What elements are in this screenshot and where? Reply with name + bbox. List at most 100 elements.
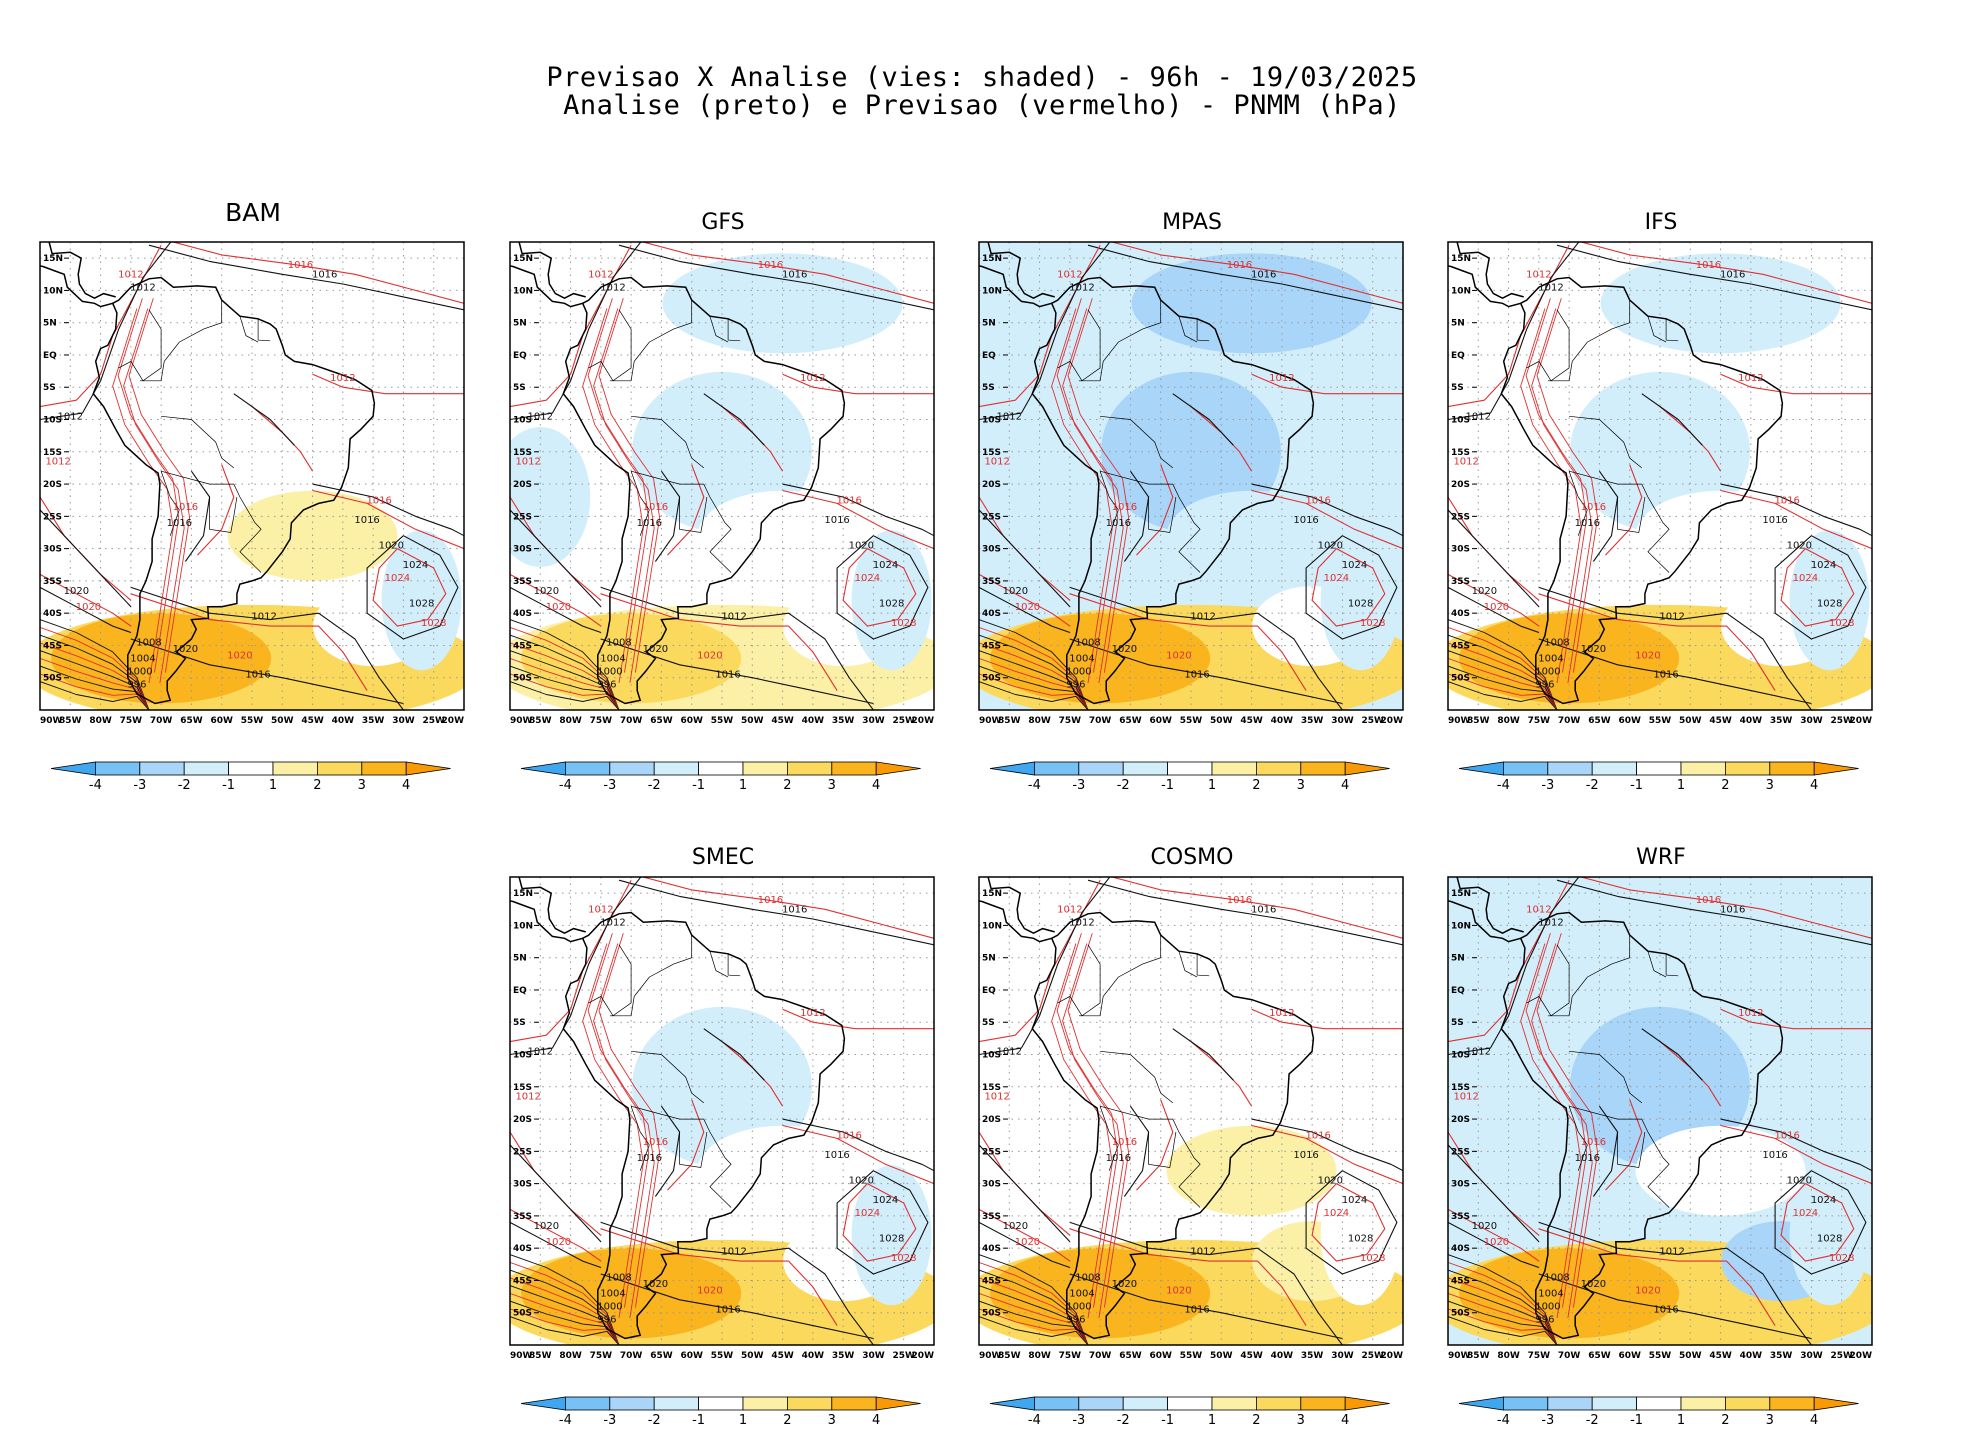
lon-label: 25W (892, 716, 915, 726)
colorbar-label: -1 (692, 1413, 705, 1428)
colorbar-label: -1 (692, 778, 705, 793)
lon-label: 55W (1180, 716, 1203, 726)
colorbar-label: 1 (739, 1413, 747, 1428)
colorbar-swatch (1591, 761, 1637, 776)
colorbar-label: -2 (648, 1413, 661, 1428)
colorbar-svg: -4 -3 -2 -1 1 2 3 4 (1458, 1396, 1859, 1428)
colorbar-swatch (1034, 1396, 1080, 1411)
panel-title-gfs: GFS (701, 210, 745, 235)
svg-text:1000: 1000 (1066, 1301, 1091, 1312)
panel-title-cosmo: COSMO (1150, 845, 1234, 870)
lon-label: 60W (680, 1351, 703, 1361)
colorbar-arrow-right (1813, 1396, 1859, 1411)
lat-label: 45S (1451, 1276, 1470, 1286)
colorbar-label: 4 (872, 1413, 880, 1428)
svg-text:1004: 1004 (1069, 1289, 1094, 1300)
lat-label: 15S (1451, 1083, 1470, 1093)
svg-text:1016: 1016 (758, 895, 783, 906)
lon-label: 40W (332, 716, 355, 726)
lon-label: 20W (1850, 1351, 1873, 1361)
lon-label: 30W (862, 1351, 885, 1361)
svg-text:996: 996 (1535, 1314, 1554, 1325)
svg-text:1012: 1012 (1659, 1247, 1684, 1258)
lon-label: 70W (1089, 1351, 1112, 1361)
lat-label: 10S (982, 1051, 1001, 1061)
svg-text:1028: 1028 (1829, 618, 1854, 629)
colorbar-swatch (786, 1396, 833, 1411)
colorbar-label: 3 (358, 778, 366, 793)
colorbar-swatch (565, 1396, 611, 1411)
colorbar-label: 1 (1677, 778, 1685, 793)
colorbar-label: -3 (133, 778, 146, 793)
svg-text:1008: 1008 (606, 1272, 631, 1283)
lat-label: 10S (513, 1051, 532, 1061)
lat-label: 40S (982, 609, 1001, 619)
svg-text:1012: 1012 (528, 1047, 553, 1058)
lat-label: EQ (1451, 986, 1465, 996)
lon-label: 40W (802, 716, 825, 726)
lat-label: 5S (982, 383, 995, 393)
colorbar-swatch (183, 761, 229, 776)
lat-label: 10S (1451, 416, 1470, 426)
svg-text:1016: 1016 (173, 502, 198, 513)
lat-label: 25S (1451, 512, 1470, 522)
lon-label: 30W (862, 716, 885, 726)
lon-label: 55W (1180, 1351, 1203, 1361)
lon-label: 65W (180, 716, 203, 726)
lon-label: 55W (1649, 716, 1672, 726)
svg-text:1020: 1020 (546, 602, 571, 613)
svg-text:1012: 1012 (1526, 905, 1551, 916)
lat-label: 10N (982, 286, 1002, 296)
colorbar-label: 2 (1252, 778, 1260, 793)
chart-title-line2: Analise (preto) e Previsao (vermelho) - … (563, 90, 1401, 121)
svg-text:1012: 1012 (800, 1008, 825, 1019)
colorbar: -4 -3 -2 -1 1 2 3 4 (520, 1395, 930, 1443)
lon-label: 25W (422, 716, 445, 726)
lat-label: 20S (513, 1115, 532, 1125)
svg-text:1028: 1028 (1829, 1253, 1854, 1264)
svg-text:1012: 1012 (515, 1092, 540, 1103)
lon-label: 40W (1271, 1351, 1294, 1361)
colorbar-swatch (1211, 761, 1257, 776)
lon-label: 45W (301, 716, 324, 726)
svg-text:1016: 1016 (288, 260, 313, 271)
lon-label: 75W (120, 716, 143, 726)
lon-label: 20W (1850, 716, 1873, 726)
lon-label: 65W (1588, 716, 1611, 726)
svg-text:1016: 1016 (643, 1137, 668, 1148)
colorbar-swatch (565, 761, 611, 776)
svg-text:1016: 1016 (1653, 670, 1678, 681)
colorbar: -4 -3 -2 -1 1 2 3 4 (520, 760, 930, 808)
colorbar-swatch (361, 761, 407, 776)
lat-label: EQ (513, 986, 527, 996)
svg-text:1008: 1008 (606, 637, 631, 648)
svg-text:1024: 1024 (1324, 573, 1349, 584)
panel-title-wrf: WRF (1636, 845, 1686, 870)
lat-label: 15N (513, 889, 533, 899)
colorbar-label: -4 (1497, 778, 1510, 793)
svg-text:1000: 1000 (127, 666, 152, 677)
lon-label: 45W (1240, 1351, 1263, 1361)
svg-text:1024: 1024 (873, 1195, 898, 1206)
lon-label: 70W (620, 1351, 643, 1361)
svg-text:1008: 1008 (1075, 1272, 1100, 1283)
lon-label: 60W (680, 716, 703, 726)
colorbar-arrow-left (1458, 761, 1504, 776)
lat-label: 15N (1451, 889, 1471, 899)
lat-label: 45S (513, 1276, 532, 1286)
lon-label: 45W (1709, 716, 1732, 726)
lon-label: 30W (1331, 716, 1354, 726)
svg-text:1028: 1028 (879, 599, 904, 610)
lon-label: 65W (1119, 1351, 1142, 1361)
colorbar-label: 4 (1810, 1413, 1818, 1428)
lat-label: 15N (43, 254, 63, 264)
lat-label: 30S (513, 545, 532, 555)
svg-text:1024: 1024 (1793, 573, 1818, 584)
svg-text:1016: 1016 (1227, 260, 1252, 271)
colorbar-label: 4 (402, 778, 410, 793)
lon-label: 25W (1361, 1351, 1384, 1361)
svg-text:1016: 1016 (758, 260, 783, 271)
lat-label: 25S (513, 1147, 532, 1157)
lat-label: 5N (982, 954, 996, 964)
svg-text:1016: 1016 (1305, 495, 1330, 506)
